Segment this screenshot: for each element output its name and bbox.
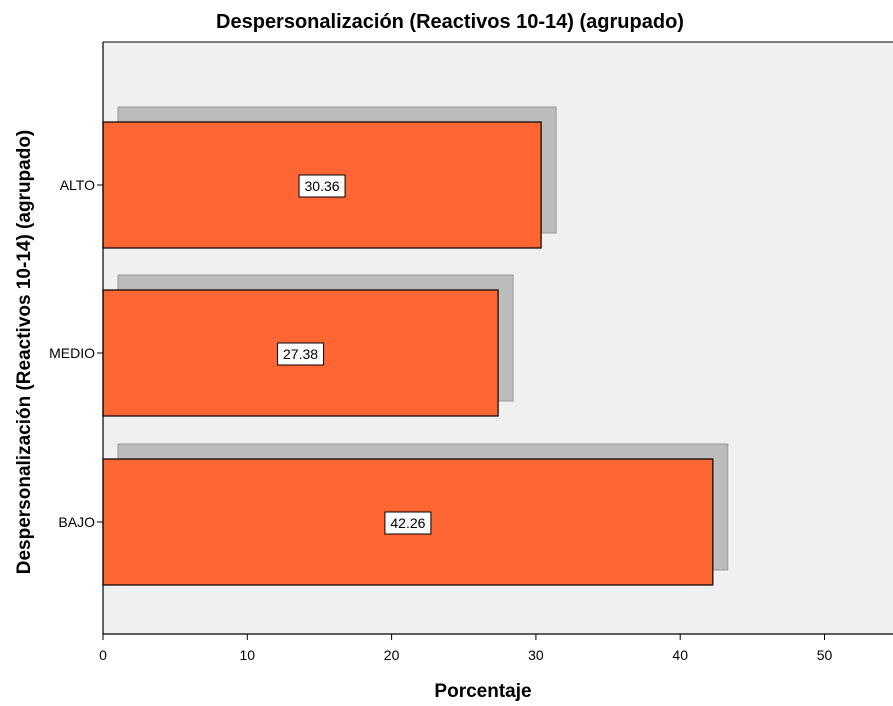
y-tick-label-alto: ALTO [60, 177, 95, 193]
y-tick-label-medio: MEDIO [49, 345, 95, 361]
data-label-bajo: 42.26 [390, 515, 425, 531]
data-label-box-bajo [384, 511, 432, 535]
x-axis-title: Porcentaje [434, 681, 531, 702]
x-tick-label-10: 10 [240, 647, 256, 663]
x-tick-label-30: 30 [528, 647, 544, 663]
data-label-medio: 27.38 [283, 346, 318, 362]
y-tick-label-bajo: BAJO [58, 514, 95, 530]
y-axis-title: Despersonalización (Reactivos 10-14) (ag… [14, 130, 35, 575]
y-axis-ticks: ALTO MEDIO BAJO [49, 177, 103, 530]
x-axis-ticks: 0 10 20 30 40 50 [99, 634, 832, 663]
x-tick-label-0: 0 [99, 647, 107, 663]
x-tick-label-20: 20 [384, 647, 400, 663]
data-label-box-alto [298, 174, 346, 198]
x-tick-label-50: 50 [817, 647, 833, 663]
data-labels: 30.36 27.38 42.26 [277, 174, 432, 535]
data-label-box-medio [277, 342, 325, 366]
x-tick-label-40: 40 [672, 647, 688, 663]
axes [102, 41, 893, 635]
data-label-alto: 30.36 [305, 178, 340, 194]
chart-title: Despersonalización (Reactivos 10-14) (ag… [216, 11, 684, 33]
